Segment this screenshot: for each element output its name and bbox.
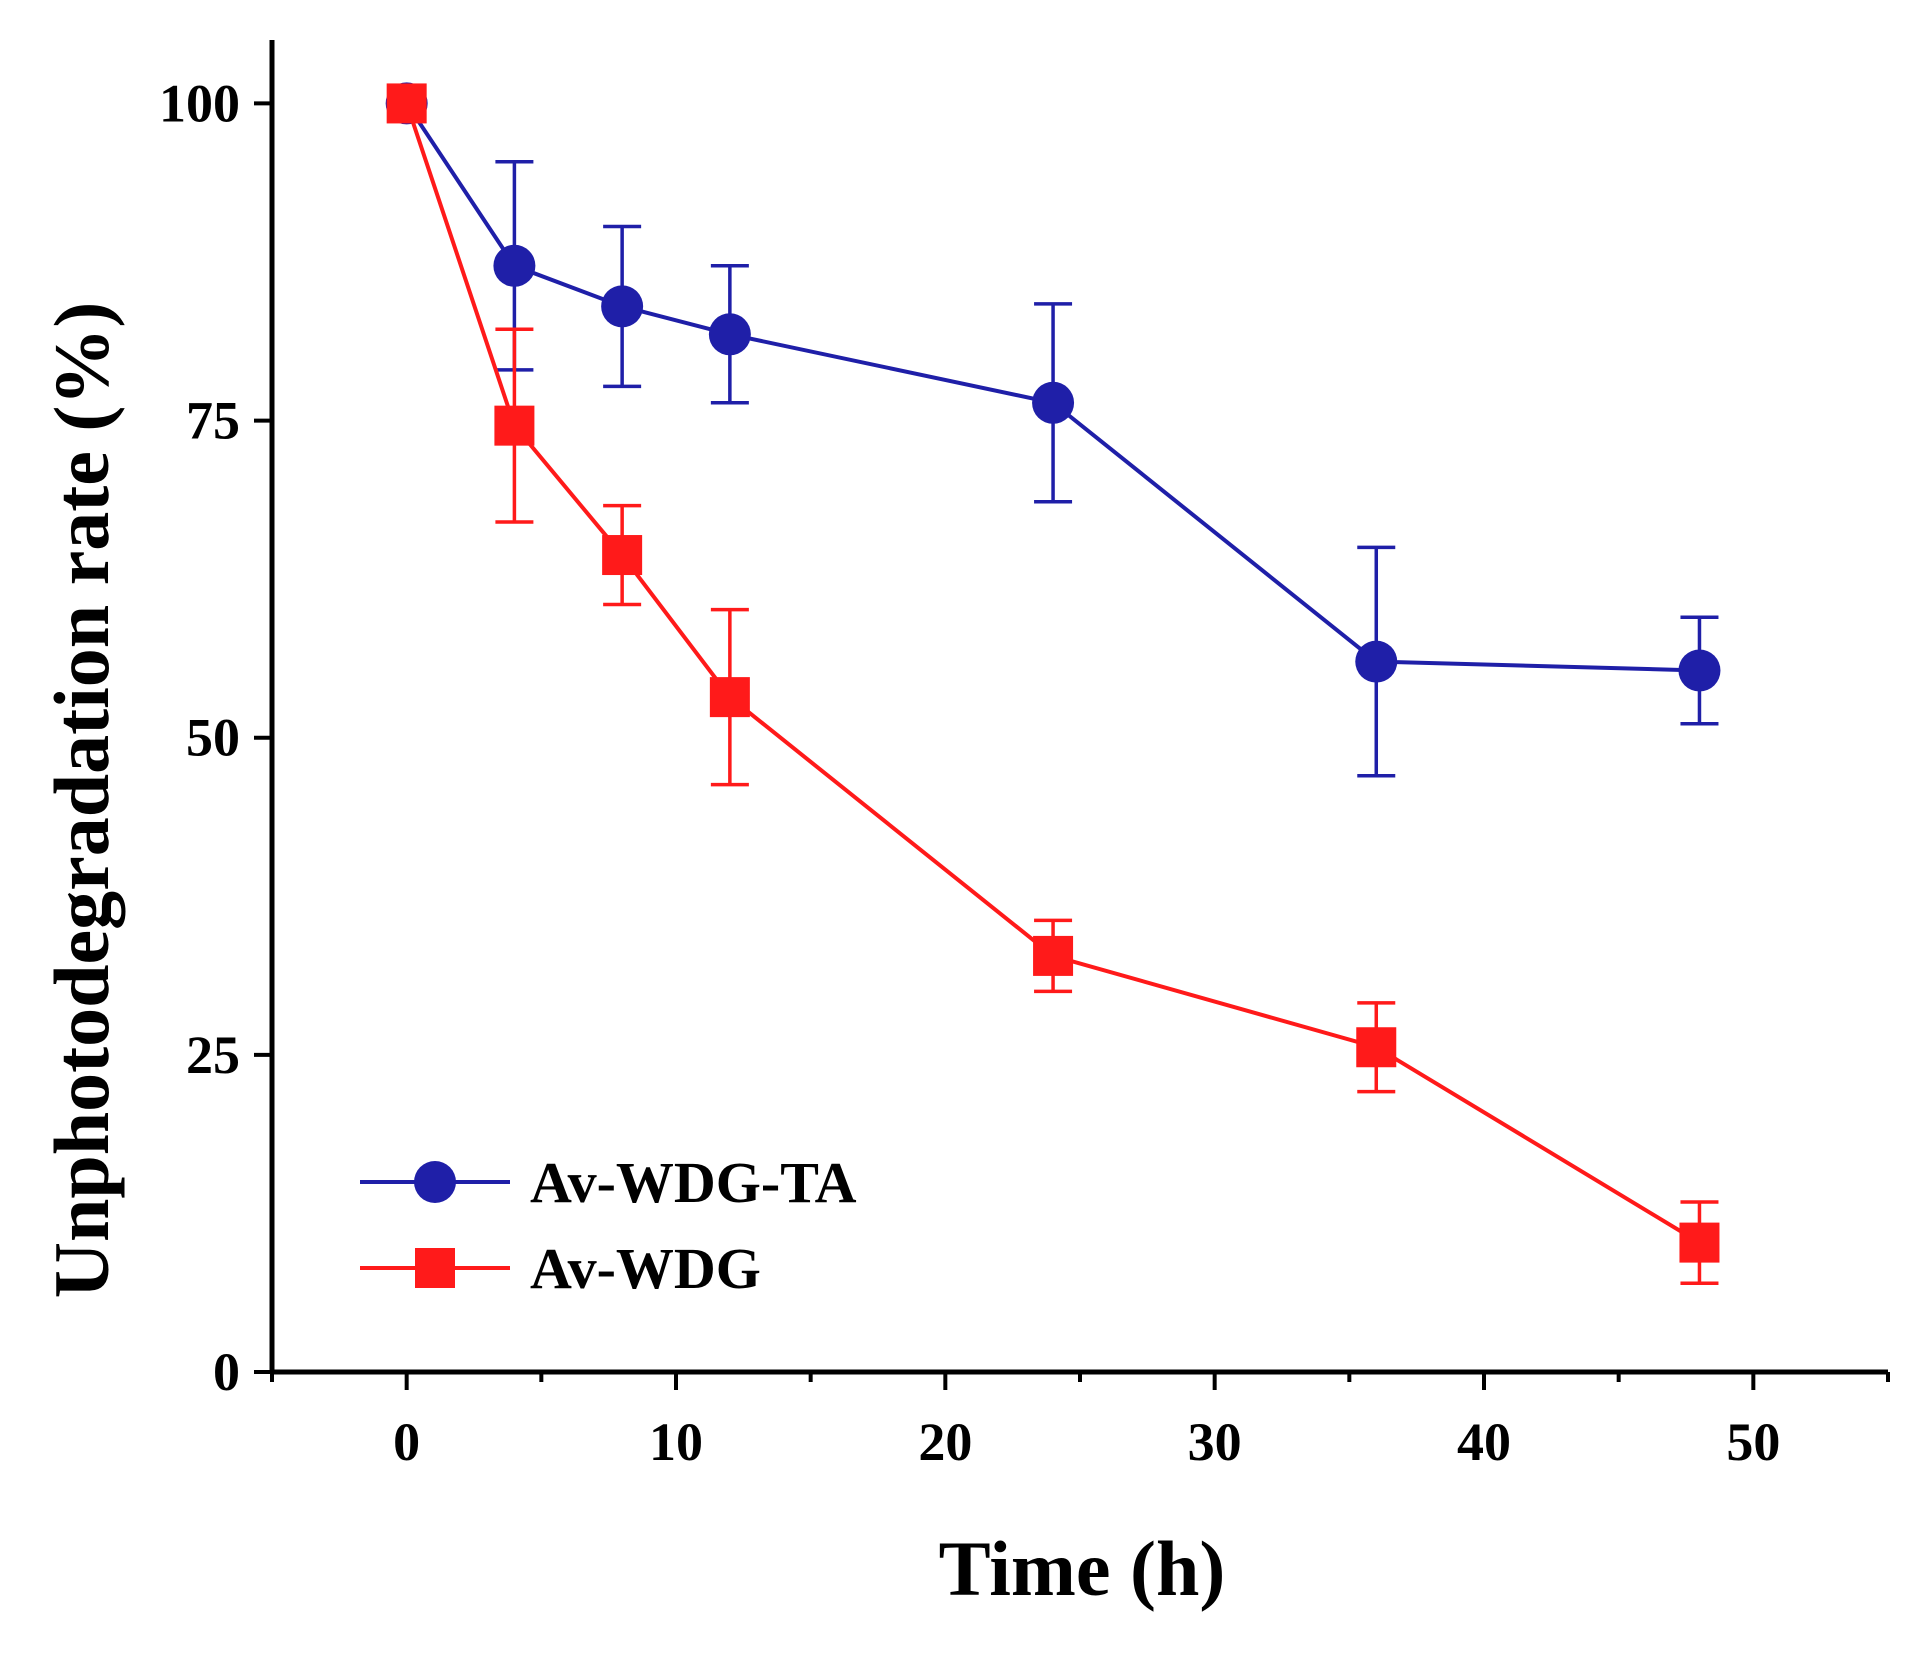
- y-axis-title: Unphotodegradation rate (%): [38, 302, 125, 1299]
- data-point: [494, 405, 535, 446]
- data-point: [493, 244, 536, 287]
- data-point: [709, 677, 750, 718]
- data-point: [1355, 640, 1398, 683]
- legend-label: Av-WDG-TA: [530, 1150, 857, 1215]
- y-tick-label: 50: [186, 708, 240, 768]
- x-tick-label: 30: [1188, 1412, 1242, 1472]
- data-point: [1032, 381, 1075, 424]
- x-tick-label: 50: [1726, 1412, 1780, 1472]
- data-point: [708, 313, 751, 356]
- legend-label: Av-WDG: [530, 1236, 761, 1301]
- x-tick-label: 20: [918, 1412, 972, 1472]
- data-point: [1678, 649, 1721, 692]
- legend-marker: [414, 1161, 456, 1203]
- x-tick-label: 0: [393, 1412, 420, 1472]
- data-point: [1679, 1222, 1720, 1263]
- data-point: [601, 285, 644, 328]
- x-tick-label: 10: [649, 1412, 703, 1472]
- x-tick-label: 40: [1457, 1412, 1511, 1472]
- legend-item-av-wdg: Av-WDG: [360, 1236, 761, 1301]
- series-av-wdg: [386, 83, 1720, 1285]
- legend-item-av-wdg-ta: Av-WDG-TA: [360, 1150, 857, 1215]
- y-tick-label: 0: [213, 1342, 240, 1402]
- y-tick-label: 25: [186, 1025, 240, 1085]
- legend-marker: [415, 1248, 455, 1288]
- legend: Av-WDG-TA Av-WDG: [360, 1150, 857, 1301]
- data-point: [386, 83, 427, 124]
- data-point: [602, 535, 643, 576]
- data-point: [1356, 1027, 1397, 1068]
- y-tick-label: 100: [159, 73, 240, 133]
- data-point: [1033, 935, 1074, 976]
- x-axis-title: Time (h): [939, 1525, 1226, 1612]
- series-line: [404, 102, 1701, 1245]
- series-group: [385, 82, 1721, 1285]
- series-av-wdg-ta: [385, 82, 1721, 778]
- y-tick-label: 75: [186, 391, 240, 451]
- ticks: 0 10 20 30 40 50 0 25 50 75 100: [159, 73, 1890, 1472]
